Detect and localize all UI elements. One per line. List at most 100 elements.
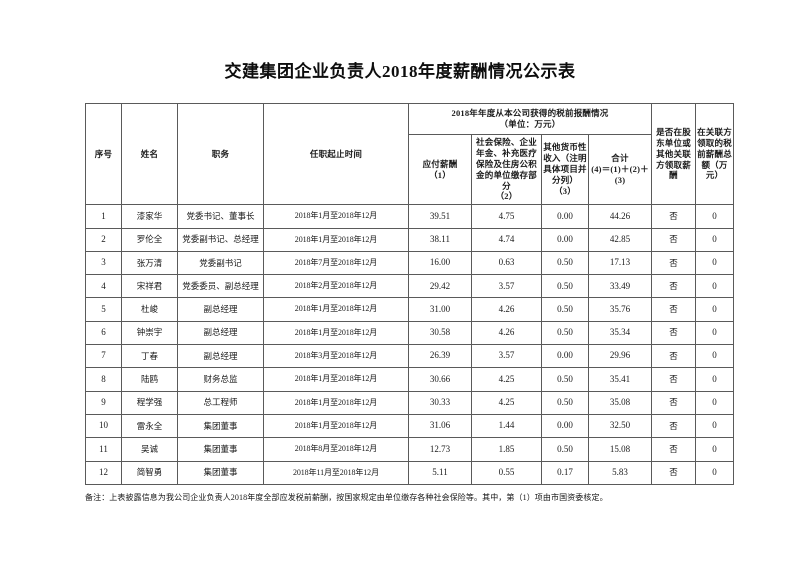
cell-other: 0.50 xyxy=(541,250,589,276)
cell-term: 2018年1月至2018年12月 xyxy=(263,204,409,229)
page-title: 交建集团企业负责人2018年度薪酬情况公示表 xyxy=(224,62,576,81)
cell-related-flag: 否 xyxy=(651,250,697,276)
column-header-income-group: 2018年年度从本公司获得的税前报酬情况 （单位：万元） xyxy=(407,103,653,135)
cell-post: 集团董事 xyxy=(177,460,264,485)
cell-term: 2018年1月至2018年12月 xyxy=(263,367,409,392)
cell-social: 1.44 xyxy=(471,413,542,439)
cell-social: 4.26 xyxy=(471,297,542,322)
cell-social: 4.75 xyxy=(471,204,542,229)
column-header-payable: 应付薪酬 （1） xyxy=(408,133,472,206)
cell-total: 15.08 xyxy=(587,437,653,462)
table-row: 8 陆鸥 财务总监 2018年1月至2018年12月 30.66 4.25 0.50 35.4… xyxy=(85,367,735,392)
cell-term: 2018年3月至2018年12月 xyxy=(263,344,409,369)
cell-related-amount: 0 xyxy=(695,437,735,462)
cell-other: 0.50 xyxy=(541,437,589,462)
cell-name: 宋祥君 xyxy=(121,274,178,299)
salary-disclosure-table: 序号 姓名 职务 任职起止时间 2018年年度从本公司获得的税前报酬情况 （单位… xyxy=(85,102,735,485)
cell-related-amount: 0 xyxy=(695,344,735,369)
cell-name: 丁春 xyxy=(121,344,178,369)
table-row: 3 张万清 党委副书记 2018年7月至2018年12月 16.00 0.63 0.50 17… xyxy=(85,250,735,276)
table-footnote: 备注：上表披露信息为我公司企业负责人2018年度全部应发税前薪酬，按国家规定由单… xyxy=(85,492,608,502)
column-header-other: 其他货币性收入（注明具体项目并分列） （3） xyxy=(541,133,589,206)
cell-related-amount: 0 xyxy=(695,204,735,229)
cell-related-amount: 0 xyxy=(695,274,735,299)
cell-payable: 38.11 xyxy=(408,227,472,252)
table-row: 4 宋祥君 党委委员、副总经理 2018年2月至2018年12月 29.42 3.57 0.… xyxy=(85,274,735,299)
table-row: 7 丁春 副总经理 2018年3月至2018年12月 26.39 3.57 0.00 29.9… xyxy=(85,344,735,369)
cell-related-flag: 否 xyxy=(651,297,697,322)
cell-total: 44.26 xyxy=(587,204,653,229)
cell-related-flag: 否 xyxy=(651,367,697,392)
column-header-post: 职务 xyxy=(177,102,264,206)
cell-related-flag: 否 xyxy=(651,413,697,439)
cell-name: 漆家华 xyxy=(121,204,178,229)
column-header-name: 姓名 xyxy=(121,102,178,206)
cell-name: 杜峻 xyxy=(121,297,178,322)
cell-seq: 3 xyxy=(85,250,122,276)
cell-payable: 31.06 xyxy=(408,413,472,439)
column-header-related-flag: 是否在股东单位或其他关联方领取薪酬 xyxy=(651,102,697,206)
cell-total: 35.41 xyxy=(587,367,653,392)
cell-seq: 11 xyxy=(85,437,122,462)
cell-payable: 30.58 xyxy=(408,320,472,346)
cell-social: 1.85 xyxy=(471,437,542,462)
table-row: 12 简智勇 集团董事 2018年11月至2018年12月 5.11 0.55 0.17 5.… xyxy=(85,460,735,485)
cell-related-amount: 0 xyxy=(695,367,735,392)
cell-term: 2018年1月至2018年12月 xyxy=(263,390,409,415)
cell-other: 0.50 xyxy=(541,390,589,415)
cell-payable: 29.42 xyxy=(408,274,472,299)
table-header: 序号 姓名 职务 任职起止时间 2018年年度从本公司获得的税前报酬情况 （单位… xyxy=(85,102,735,206)
column-header-term: 任职起止时间 xyxy=(263,102,409,206)
cell-total: 33.49 xyxy=(587,274,653,299)
cell-other: 0.00 xyxy=(541,413,589,439)
cell-name: 罗伦全 xyxy=(121,227,178,252)
cell-post: 党委书记、董事长 xyxy=(177,204,264,229)
cell-other: 0.50 xyxy=(541,274,589,299)
cell-post: 集团董事 xyxy=(177,437,264,462)
cell-related-flag: 否 xyxy=(651,460,697,485)
cell-seq: 2 xyxy=(85,227,122,252)
cell-social: 4.26 xyxy=(471,320,542,346)
cell-other: 0.00 xyxy=(541,204,589,229)
cell-other: 0.50 xyxy=(541,320,589,346)
cell-seq: 8 xyxy=(85,367,122,392)
cell-other: 0.00 xyxy=(541,344,589,369)
cell-name: 雷永全 xyxy=(121,413,178,439)
cell-related-amount: 0 xyxy=(695,297,735,322)
cell-related-flag: 否 xyxy=(651,227,697,252)
cell-payable: 12.73 xyxy=(408,437,472,462)
cell-total: 5.83 xyxy=(587,460,653,485)
cell-other: 0.17 xyxy=(541,460,589,485)
cell-related-amount: 0 xyxy=(695,250,735,276)
column-header-total: 合计 (4)＝(1)＋(2)＋(3) xyxy=(587,133,653,206)
cell-term: 2018年8月至2018年12月 xyxy=(263,437,409,462)
cell-related-amount: 0 xyxy=(695,390,735,415)
cell-related-flag: 否 xyxy=(651,344,697,369)
header-row-sub: 应付薪酬 （1） 社会保险、企业年金、补充医疗保险及住房公积金的单位缴存部分 （… xyxy=(86,133,734,206)
cell-payable: 16.00 xyxy=(408,250,472,276)
cell-seq: 7 xyxy=(85,344,122,369)
column-header-social: 社会保险、企业年金、补充医疗保险及住房公积金的单位缴存部分 （2） xyxy=(471,133,542,206)
cell-related-amount: 0 xyxy=(695,227,735,252)
cell-post: 副总经理 xyxy=(177,297,264,322)
cell-seq: 12 xyxy=(85,460,122,485)
cell-social: 4.74 xyxy=(471,227,542,252)
cell-total: 35.08 xyxy=(587,390,653,415)
cell-social: 3.57 xyxy=(471,274,542,299)
cell-related-amount: 0 xyxy=(695,320,735,346)
cell-social: 4.25 xyxy=(471,390,542,415)
cell-total: 35.34 xyxy=(587,320,653,346)
cell-term: 2018年11月至2018年12月 xyxy=(263,460,409,485)
cell-post: 副总经理 xyxy=(177,344,264,369)
cell-seq: 5 xyxy=(85,297,122,322)
cell-term: 2018年2月至2018年12月 xyxy=(263,274,409,299)
column-header-related-amount: 在关联方领取的税前薪酬总额（万元） xyxy=(695,102,735,206)
table-row: 9 程学强 总工程师 2018年1月至2018年12月 30.33 4.25 0.50 35.… xyxy=(85,390,735,415)
cell-related-amount: 0 xyxy=(695,413,735,439)
cell-social: 3.57 xyxy=(471,344,542,369)
cell-payable: 5.11 xyxy=(408,460,472,485)
table-row: 11 吴诚 集团董事 2018年8月至2018年12月 12.73 1.85 0.50 15.… xyxy=(85,437,735,462)
cell-post: 党委副书记 xyxy=(177,250,264,276)
cell-related-amount: 0 xyxy=(695,460,735,485)
cell-post: 财务总监 xyxy=(177,367,264,392)
